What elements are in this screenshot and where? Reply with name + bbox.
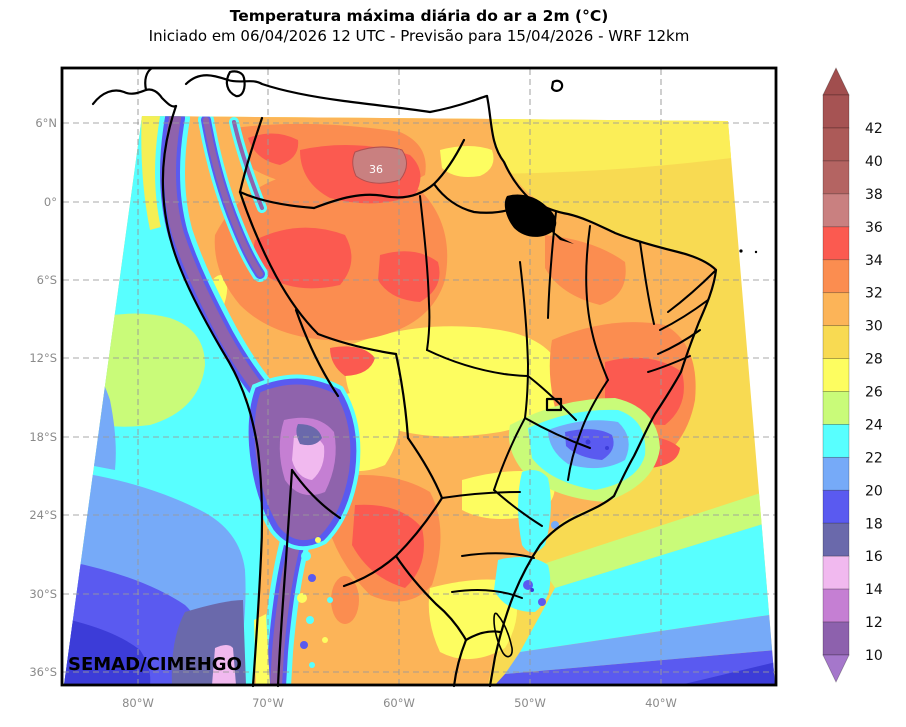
colorbar-segment	[822, 424, 850, 458]
lon-tick-label: 40°W	[645, 696, 677, 710]
colorbar-tick-label: 18	[865, 516, 883, 532]
graticule	[63, 69, 775, 684]
colorbar-tick-label: 34	[865, 253, 883, 269]
colorbar-tick-label: 38	[865, 187, 883, 203]
colorbar-segment	[822, 456, 850, 491]
map-subtitle: Iniciado em 06/04/2026 12 UTC - Previsão…	[148, 26, 690, 45]
lon-tick-label: 50°W	[514, 696, 546, 710]
colorbar-tick-label: 32	[865, 286, 883, 302]
colorbar-segment	[822, 259, 850, 294]
colorbar: 42 40 38 36 34 32 30 28 26 24 22 20 18 16 14 12 10	[822, 67, 883, 683]
colorbar-tick-label: 10	[865, 648, 883, 664]
colorbar-segment	[822, 193, 850, 228]
colorbar-segment	[822, 489, 850, 524]
colorbar-segment	[822, 292, 850, 327]
colorbar-arrow-bottom	[822, 654, 850, 683]
borders-coastlines	[91, 66, 718, 688]
colorbar-segment	[822, 325, 850, 359]
colorbar-tick-label: 12	[865, 615, 883, 631]
latitude-axis: 6°N 0° 6°S 12°S 18°S 24°S 30°S 36°S	[29, 116, 57, 679]
lon-tick-label: 60°W	[383, 696, 415, 710]
map-title: Temperatura máxima diária do ar a 2m (°C…	[229, 7, 609, 25]
lat-tick-label: 30°S	[29, 587, 57, 601]
lon-tick-label: 70°W	[252, 696, 284, 710]
precordillera-speckles	[297, 537, 333, 668]
lat-tick-label: 0°	[44, 195, 57, 209]
longitude-axis: 80°W 70°W 60°W 50°W 40°W	[122, 696, 677, 710]
figure-titles: Temperatura máxima diária do ar a 2m (°C…	[62, 6, 776, 46]
noronha-island-dot	[739, 249, 743, 253]
colorbar-tick-label: 42	[865, 121, 883, 137]
amazon-delta	[504, 194, 758, 254]
colorbar-segment	[822, 621, 850, 656]
colorbar-tick-label: 24	[865, 417, 883, 433]
temperature-field	[64, 116, 775, 685]
colorbar-segment	[822, 94, 850, 129]
colorbar-segment	[822, 358, 850, 392]
lat-tick-label: 12°S	[29, 351, 57, 365]
colorbar-segment	[822, 226, 850, 261]
colorbar-segment	[822, 522, 850, 557]
colorbar-arrow-top	[822, 67, 850, 96]
map-frame	[60, 66, 778, 687]
lat-tick-label: 36°S	[29, 665, 57, 679]
colorbar-tick-label: 20	[865, 483, 883, 499]
colorbar-segment	[822, 127, 850, 162]
df-box	[545, 397, 563, 412]
colorbar-tick-label: 14	[865, 582, 883, 598]
colorbar-segment	[822, 588, 850, 623]
colorbar-tick-label: 36	[865, 220, 883, 236]
colorbar-tick-label: 26	[865, 385, 883, 401]
lat-tick-label: 6°N	[35, 116, 57, 130]
colorbar-segment	[822, 160, 850, 195]
colorbar-tick-label: 22	[865, 450, 883, 466]
colorbar-tick-label: 28	[865, 352, 883, 368]
colorbar-tick-label: 16	[865, 549, 883, 565]
watermark: SEMAD/CIMEHGO	[68, 654, 242, 675]
contour-label-36: 36	[369, 163, 383, 176]
lat-tick-label: 6°S	[37, 273, 57, 287]
lat-tick-label: 24°S	[29, 508, 57, 522]
colorbar-segment	[822, 555, 850, 590]
lon-tick-label: 80°W	[122, 696, 154, 710]
lat-tick-label: 18°S	[29, 430, 57, 444]
noronha-island-dot	[754, 250, 758, 254]
colorbar-segment	[822, 391, 850, 425]
colorbar-tick-label: 40	[865, 154, 883, 170]
colorbar-tick-label: 30	[865, 319, 883, 335]
